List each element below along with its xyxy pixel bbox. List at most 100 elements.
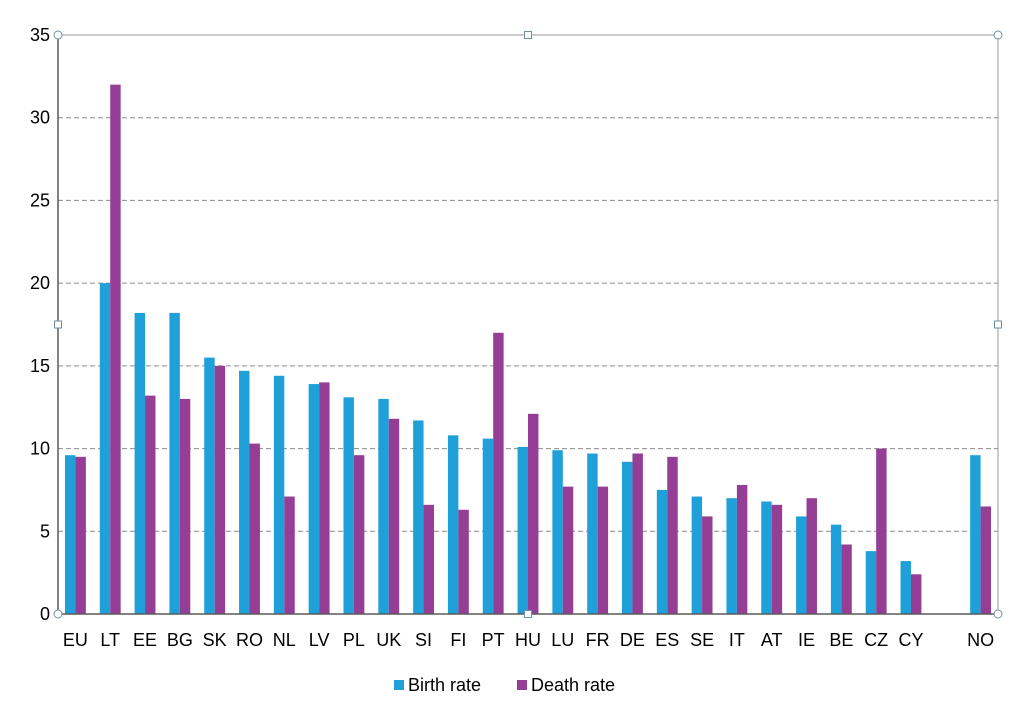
resize-handle-corner[interactable] <box>53 30 63 40</box>
x-tick-label: PT <box>482 630 505 650</box>
legend-swatch <box>517 680 527 690</box>
x-tick-label: IE <box>798 630 815 650</box>
bar-birth-rate <box>273 375 285 614</box>
plot-frame <box>53 30 1003 619</box>
bar-death-rate <box>145 395 156 614</box>
x-tick-label: SI <box>415 630 432 650</box>
x-tick-label: NL <box>273 630 296 650</box>
y-axis-ticks: 0 5 10 15 20 25 30 35 <box>30 25 50 624</box>
bar-birth-rate <box>691 496 703 614</box>
bar-death-rate <box>841 544 852 614</box>
x-tick-label: AT <box>761 630 783 650</box>
resize-handle-corner[interactable] <box>993 609 1003 619</box>
x-tick-label: ES <box>655 630 679 650</box>
bar-birth-rate <box>204 357 215 614</box>
y-tick-label: 10 <box>30 439 50 459</box>
bar-birth-rate <box>970 455 981 614</box>
bar-death-rate <box>353 455 365 614</box>
bar-death-rate <box>388 418 400 614</box>
legend-swatch <box>394 680 404 690</box>
x-tick-label: FI <box>450 630 466 650</box>
x-tick-label: CY <box>898 630 923 650</box>
y-tick-label: 30 <box>30 108 50 128</box>
bar-death-rate <box>528 413 539 614</box>
bar-death-rate <box>562 486 574 614</box>
bar-death-rate <box>493 332 504 614</box>
x-tick-label: SK <box>203 630 227 650</box>
bar-death-rate <box>632 453 643 614</box>
x-tick-label: BE <box>829 630 853 650</box>
bar-death-rate <box>284 496 295 614</box>
bar-death-rate <box>214 365 226 614</box>
y-tick-label: 20 <box>30 273 50 293</box>
x-tick-label: PL <box>343 630 365 650</box>
resize-handle-corner[interactable] <box>993 30 1003 40</box>
bar-birth-rate <box>587 453 598 614</box>
resize-handle-edge[interactable] <box>524 610 532 618</box>
bar-death-rate <box>771 504 783 614</box>
bar-birth-rate <box>308 384 320 614</box>
x-tick-label: NO <box>967 630 994 650</box>
bar-death-rate <box>876 448 887 614</box>
resize-handle-edge[interactable] <box>524 31 532 39</box>
resize-handle-edge[interactable] <box>54 320 62 329</box>
legend-label: Birth rate <box>408 675 481 695</box>
bar-birth-rate <box>447 435 459 614</box>
x-axis-ticks: EU LT EE BG SK RO NL LV PL UK SI FI PT HU LU FR DE ES SE IT… <box>63 630 994 650</box>
bar-birth-rate <box>726 498 737 614</box>
legend-label: Death rate <box>531 675 615 695</box>
y-tick-label: 25 <box>30 190 50 210</box>
bar-birth-rate <box>865 551 877 614</box>
bar-birth-rate <box>343 397 354 614</box>
bar-birth-rate <box>239 370 250 614</box>
y-tick-label: 35 <box>30 25 50 45</box>
bar-death-rate <box>319 382 330 614</box>
resize-handle-corner[interactable] <box>53 609 63 619</box>
y-tick-label: 0 <box>40 604 50 624</box>
y-tick-label: 5 <box>40 521 50 541</box>
bar-birth-rate <box>517 446 528 614</box>
x-tick-label: DE <box>620 630 645 650</box>
bar-death-rate <box>75 456 86 614</box>
bar-death-rate <box>910 574 922 614</box>
x-tick-label: SE <box>690 630 714 650</box>
bar-birth-rate <box>656 489 668 614</box>
bar-death-rate <box>667 456 678 614</box>
bar-birth-rate <box>900 561 911 614</box>
x-tick-label: CZ <box>864 630 888 650</box>
x-tick-label: EE <box>133 630 157 650</box>
bar-death-rate <box>597 486 609 614</box>
bar-death-rate <box>110 84 121 615</box>
bar-death-rate <box>806 498 817 614</box>
bar-death-rate <box>249 443 260 614</box>
bar-birth-rate <box>99 283 111 614</box>
bars <box>64 84 992 615</box>
bar-birth-rate <box>830 524 842 614</box>
x-tick-label: UK <box>376 630 401 650</box>
bar-birth-rate <box>796 516 807 614</box>
x-tick-label: FR <box>586 630 610 650</box>
bar-death-rate <box>702 516 713 614</box>
bar-birth-rate <box>413 420 424 614</box>
legend: Birth rate Death rate <box>394 675 615 695</box>
bar-birth-rate <box>482 438 494 614</box>
bar-birth-rate <box>761 501 772 614</box>
bar-birth-rate <box>169 312 180 614</box>
bar-death-rate <box>423 504 434 614</box>
y-tick-label: 15 <box>30 356 50 376</box>
bar-death-rate <box>179 398 191 614</box>
bar-death-rate <box>458 509 469 614</box>
bar-death-rate <box>736 484 748 614</box>
bar-death-rate <box>980 506 992 614</box>
x-tick-label: EU <box>63 630 88 650</box>
x-tick-label: IT <box>729 630 745 650</box>
x-tick-label: LT <box>100 630 120 650</box>
x-tick-label: RO <box>236 630 263 650</box>
bar-birth-rate <box>64 455 76 614</box>
x-tick-label: LU <box>551 630 574 650</box>
resize-handle-edge[interactable] <box>994 320 1002 329</box>
bar-birth-rate <box>622 461 633 614</box>
bar-birth-rate <box>552 450 563 614</box>
